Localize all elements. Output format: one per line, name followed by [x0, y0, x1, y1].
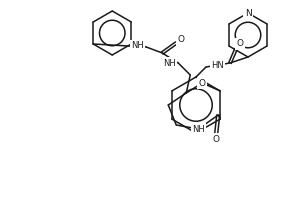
Text: O: O: [213, 134, 220, 144]
Text: NH: NH: [131, 42, 144, 50]
Text: O: O: [178, 36, 185, 45]
Text: N: N: [244, 8, 251, 18]
Text: O: O: [199, 78, 206, 88]
Text: NH: NH: [164, 58, 176, 68]
Text: NH: NH: [192, 124, 205, 134]
Text: HN: HN: [211, 60, 224, 70]
Text: O: O: [236, 40, 244, 48]
